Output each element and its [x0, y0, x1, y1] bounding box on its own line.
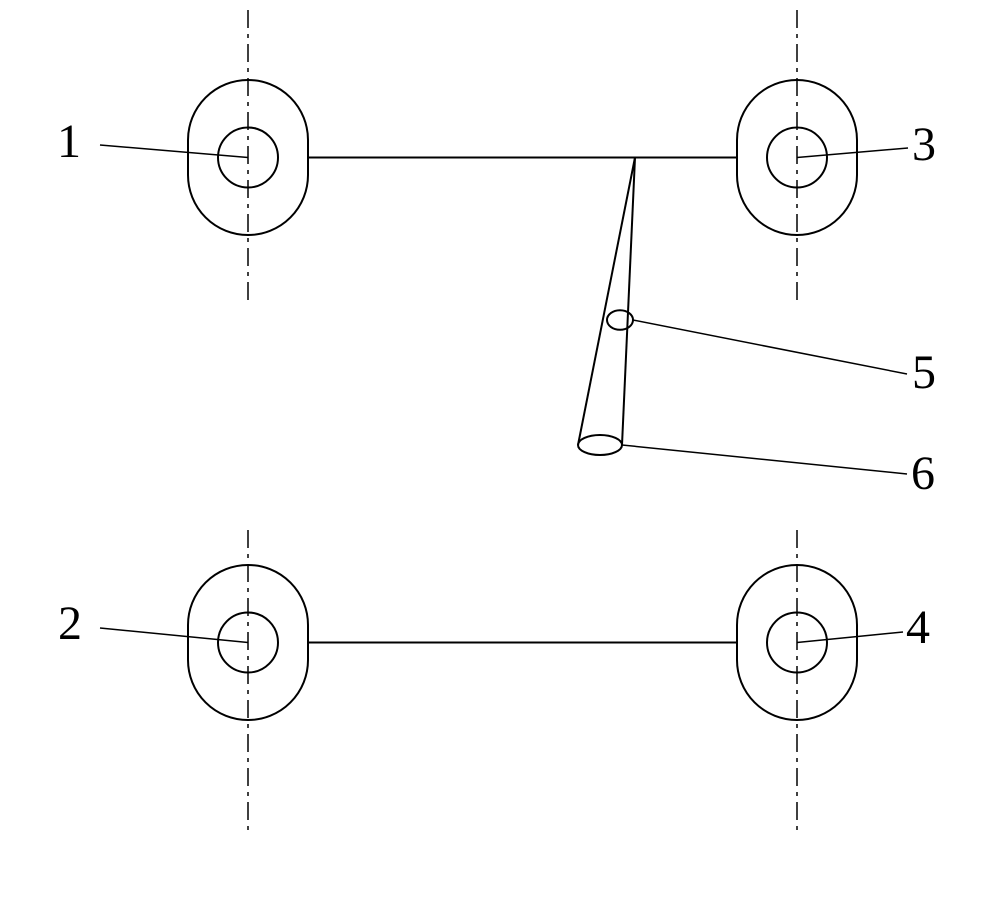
label-6: 6	[911, 446, 935, 501]
label-4: 4	[906, 600, 930, 655]
diagram-canvas: 1 2 3 4 5 6	[0, 0, 1000, 917]
label-3: 3	[912, 117, 936, 172]
diagram-svg	[0, 0, 1000, 917]
label-5: 5	[912, 345, 936, 400]
label-2: 2	[58, 596, 82, 651]
label-1: 1	[57, 114, 81, 169]
